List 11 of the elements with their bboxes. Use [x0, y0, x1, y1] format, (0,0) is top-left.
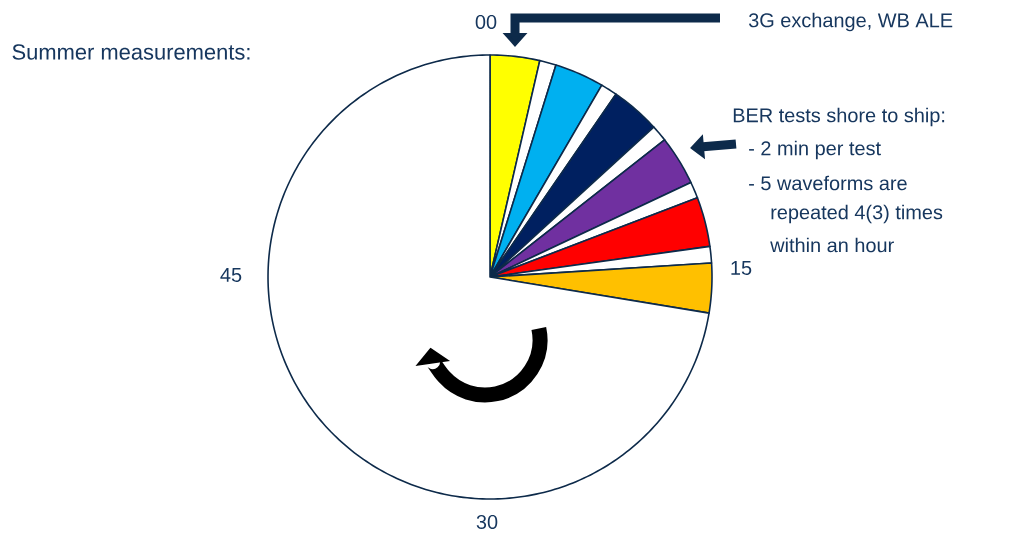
text: - 2 min per test [749, 140, 881, 160]
text: 30 [476, 514, 498, 530]
text: 3G exchange, WB ALE [748, 12, 953, 32]
text: repeated 4(3) times [771, 204, 943, 224]
text: - 5 waveforms are [749, 175, 907, 191]
text: 15 [731, 261, 752, 275]
text: BER tests shore to ship: [733, 107, 945, 127]
chart-title: Summer measurements: [12, 44, 250, 60]
text: 45 [220, 268, 242, 282]
text: 00 [475, 14, 497, 30]
text: within an hour [770, 237, 894, 253]
